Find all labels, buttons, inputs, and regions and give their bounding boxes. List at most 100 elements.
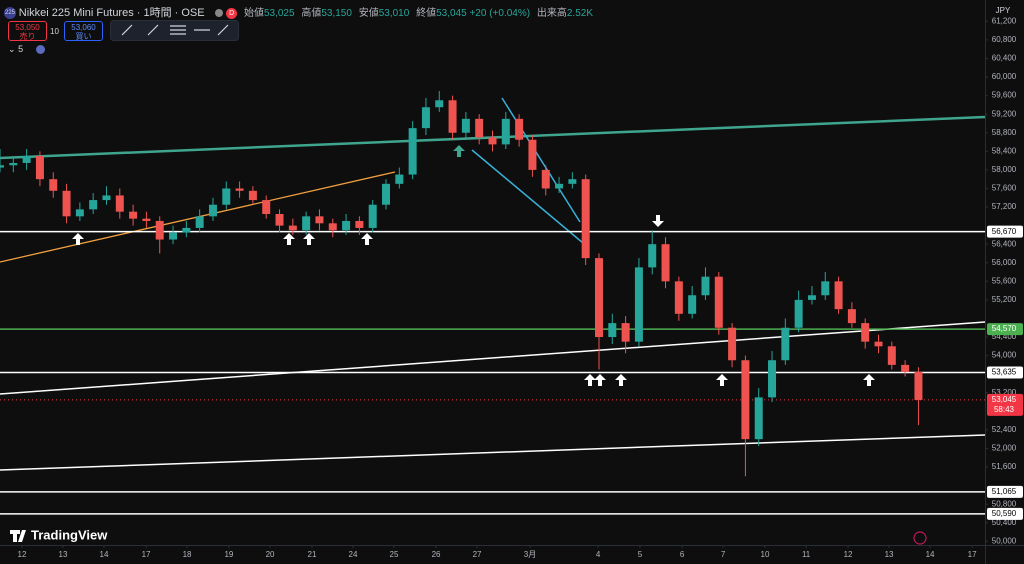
y-tick-label: 50,000	[992, 536, 1017, 545]
arrow-up	[303, 233, 315, 245]
ohlc-value: 53,010	[378, 8, 410, 19]
candle-body	[861, 323, 870, 342]
candle-body	[714, 276, 723, 328]
candle-body	[768, 360, 777, 398]
buy-button[interactable]: 53,060 買い	[64, 21, 103, 41]
x-tick-label: 4	[596, 550, 601, 559]
candle-body	[568, 179, 577, 184]
candle-body	[275, 214, 284, 226]
logo-text: TradingView	[31, 527, 108, 542]
candle-body	[208, 204, 217, 217]
indicator-row: ⌄ 5	[8, 44, 45, 55]
arrow-up	[72, 233, 84, 245]
candle-body	[182, 227, 191, 233]
ohlc-value: 53,150	[321, 8, 352, 19]
spread: 10	[50, 27, 59, 36]
y-tick-label: 59,600	[992, 91, 1017, 100]
x-tick-label: 24	[349, 550, 358, 559]
tool-icons[interactable]	[121, 24, 229, 36]
symbol-title[interactable]: Nikkei 225 Mini Futures · 1時間 · OSE	[18, 7, 205, 19]
candle-body	[648, 244, 657, 268]
x-tick-label: 7	[721, 550, 726, 559]
level-label-bg	[987, 507, 1023, 520]
candle-body	[874, 341, 883, 347]
symbol-icon: 225	[4, 7, 16, 20]
candle-body	[302, 216, 311, 231]
x-tick-label: 12	[844, 550, 853, 559]
arrow-up	[863, 374, 875, 386]
x-tick-label: 12	[18, 550, 27, 559]
level-label-bg	[987, 485, 1023, 498]
candle-body	[395, 174, 404, 184]
candle-body	[901, 364, 910, 372]
candle-body	[887, 346, 896, 365]
candle-body	[555, 183, 564, 189]
candle-body	[741, 360, 750, 440]
y-tick-label: 51,600	[992, 462, 1017, 471]
x-tick-label: 17	[142, 550, 151, 559]
candle-body	[807, 295, 816, 300]
toolbar	[110, 20, 239, 41]
candle-body	[634, 267, 643, 342]
x-tick-label: 14	[100, 550, 109, 559]
candle-body	[248, 190, 257, 201]
indicator-value: 5	[18, 44, 24, 54]
countdown: 58:43	[994, 405, 1015, 414]
levels	[0, 230, 985, 515]
candle-body	[834, 281, 843, 310]
candle-body	[355, 220, 364, 228]
level-label-bg	[987, 323, 1023, 336]
x-tick-label: 26	[432, 550, 441, 559]
axes: 50,000 50,400 50,800 51,600 52,000 52,400 53,2…	[18, 16, 1023, 559]
y-tick-label: 54,400	[992, 332, 1017, 341]
candle-body	[515, 118, 524, 140]
arrow-up	[594, 374, 606, 386]
level-label: 56,670	[992, 227, 1017, 236]
candle-body	[35, 155, 44, 180]
y-tick-label: 55,200	[992, 295, 1017, 304]
trend-line	[0, 434, 986, 471]
sell-button[interactable]: 53,050 売り	[8, 21, 47, 41]
status-dot	[215, 9, 224, 18]
level-label-bg	[987, 225, 1023, 238]
candle-body	[688, 295, 697, 314]
currency[interactable]: JPY	[996, 6, 1011, 15]
candle-body	[262, 200, 271, 215]
level-label: 51,065	[992, 487, 1017, 496]
candle-body	[435, 100, 444, 108]
logo: TradingView	[10, 527, 108, 542]
ohlc-label: 安値	[358, 8, 379, 19]
candle-body	[408, 128, 417, 175]
replay-icon[interactable]	[913, 531, 927, 545]
ohlc-label: 終値	[416, 8, 437, 19]
y-tick-label: 57,600	[992, 184, 1017, 193]
candle-body	[847, 309, 856, 324]
indicator-caret[interactable]: ⌄	[8, 44, 16, 54]
candle-body	[142, 218, 151, 221]
candle-body	[0, 165, 4, 168]
x-tick-label: 3月	[524, 550, 536, 559]
candle-body	[102, 195, 111, 201]
ohlc-value: 53,025	[263, 8, 295, 19]
x-tick-label: 11	[802, 550, 811, 559]
candle-body	[342, 220, 351, 231]
x-tick-label: 5	[638, 550, 643, 559]
x-tick-label: 14	[926, 550, 935, 559]
indicator-icon[interactable]	[35, 45, 45, 55]
x-tick-label: 20	[266, 550, 275, 559]
trend-line	[0, 321, 986, 395]
y-tick-label: 59,200	[992, 109, 1017, 118]
plot-bg	[0, 0, 985, 545]
candle-body	[794, 299, 803, 328]
ohlc-label: 高値	[301, 8, 322, 19]
arrows	[72, 145, 875, 386]
candle-body	[501, 118, 510, 145]
y-tick-label: 58,000	[992, 165, 1017, 174]
candle-body	[594, 258, 603, 338]
candle-body	[661, 244, 670, 282]
buy-label: 買い	[75, 32, 92, 41]
y-tick-label: 50,400	[992, 518, 1017, 527]
candle-body	[421, 107, 430, 129]
candle-body	[22, 155, 31, 163]
